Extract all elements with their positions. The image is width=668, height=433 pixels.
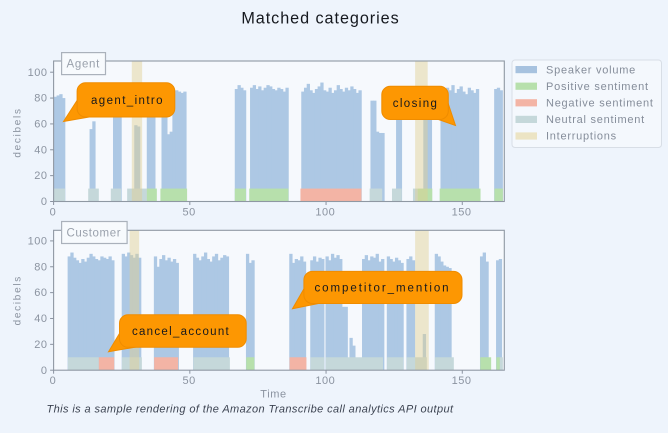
svg-text:Agent: Agent xyxy=(67,59,101,71)
svg-text:40: 40 xyxy=(34,144,47,156)
svg-text:150: 150 xyxy=(452,375,472,387)
svg-text:closing: closing xyxy=(393,98,439,110)
svg-text:20: 20 xyxy=(34,339,47,351)
svg-text:competitor_mention: competitor_mention xyxy=(314,283,450,295)
svg-text:0: 0 xyxy=(50,206,57,218)
svg-text:100: 100 xyxy=(28,67,48,79)
svg-text:100: 100 xyxy=(28,236,48,248)
svg-text:Neutral sentiment: Neutral sentiment xyxy=(546,114,645,126)
svg-text:agent_intro: agent_intro xyxy=(91,95,164,107)
svg-text:Matched categories: Matched categories xyxy=(241,9,399,27)
svg-text:Interruptions: Interruptions xyxy=(546,131,617,143)
svg-text:decibels: decibels xyxy=(13,275,24,325)
svg-text:decibels: decibels xyxy=(13,107,24,157)
svg-text:60: 60 xyxy=(34,119,47,131)
svg-text:Customer: Customer xyxy=(67,227,122,239)
svg-text:40: 40 xyxy=(34,313,47,325)
svg-text:Speaker volume: Speaker volume xyxy=(546,64,636,76)
svg-text:Positive sentiment: Positive sentiment xyxy=(546,81,649,93)
svg-text:0: 0 xyxy=(41,196,48,208)
svg-text:cancel_account: cancel_account xyxy=(132,326,230,338)
svg-text:This is a sample rendering of: This is a sample rendering of the Amazon… xyxy=(46,404,454,416)
svg-text:50: 50 xyxy=(182,206,195,218)
svg-text:80: 80 xyxy=(34,261,47,273)
svg-text:150: 150 xyxy=(452,206,472,218)
svg-text:100: 100 xyxy=(315,375,335,387)
svg-text:20: 20 xyxy=(34,170,47,182)
svg-text:Negative sentiment: Negative sentiment xyxy=(546,98,654,110)
svg-text:50: 50 xyxy=(182,375,195,387)
svg-text:60: 60 xyxy=(34,287,47,299)
svg-text:0: 0 xyxy=(41,365,48,377)
svg-text:100: 100 xyxy=(315,206,335,218)
svg-text:80: 80 xyxy=(34,93,47,105)
svg-text:0: 0 xyxy=(50,375,57,387)
svg-text:Time: Time xyxy=(260,389,286,401)
